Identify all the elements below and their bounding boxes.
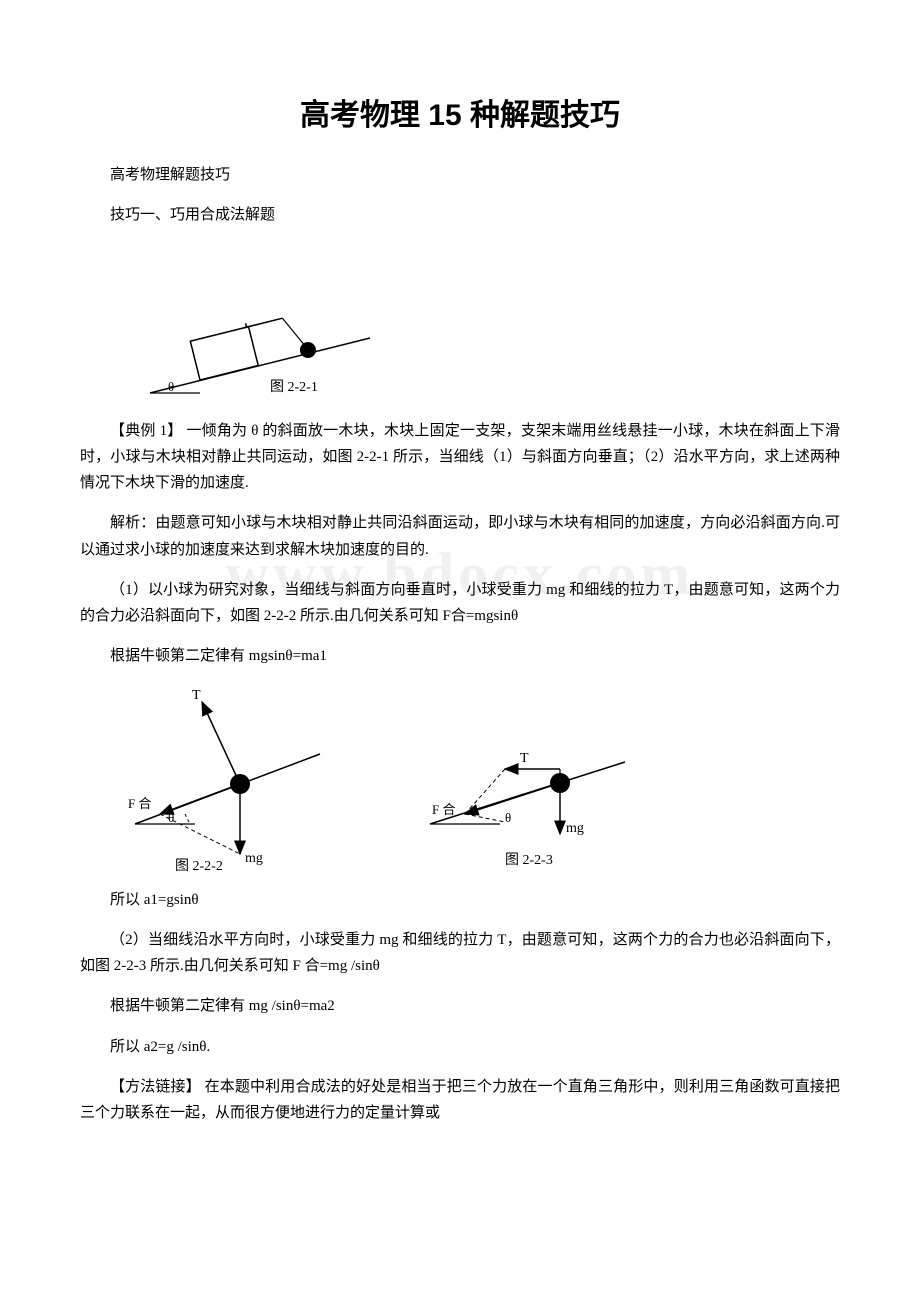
figure-caption: 图 2-2-2 bbox=[175, 859, 223, 874]
paragraph: 高考物理解题技巧 bbox=[80, 162, 840, 188]
figure-caption: 图 2-2-3 bbox=[505, 853, 553, 868]
figure-2-2-3: T mg F 合 θ 图 2-2-3 bbox=[410, 714, 640, 879]
t-label: T bbox=[520, 751, 529, 766]
mg-label: mg bbox=[566, 821, 584, 836]
theta-label: θ bbox=[505, 810, 511, 825]
figure-caption: 图 2-2-1 bbox=[270, 380, 318, 395]
paragraph: 【典例 1】 一倾角为 θ 的斜面放一木块，木块上固定一支架，支架末端用丝线悬挂… bbox=[80, 418, 840, 497]
paragraph: （1）以小球为研究对象，当细线与斜面方向垂直时，小球受重力 mg 和细线的拉力 … bbox=[80, 577, 840, 630]
theta-label: θ bbox=[168, 379, 174, 394]
paragraph: 根据牛顿第二定律有 mgsinθ=ma1 bbox=[80, 643, 840, 669]
paragraph: （2）当细线沿水平方向时，小球受重力 mg 和细线的拉力 T，由题意可知，这两个… bbox=[80, 927, 840, 980]
paragraph: 根据牛顿第二定律有 mg /sinθ=ma2 bbox=[80, 993, 840, 1019]
paragraph: 所以 a1=gsinθ bbox=[80, 887, 840, 913]
figure-2-2-1: θ 图 2-2-1 bbox=[140, 243, 840, 408]
f-label: F 合 bbox=[128, 796, 151, 811]
f-label: F 合 bbox=[432, 802, 455, 817]
theta-label: θ bbox=[168, 810, 174, 825]
paragraph: 解析：由题意可知小球与木块相对静止共同沿斜面运动，即小球与木块有相同的加速度，方… bbox=[80, 510, 840, 563]
paragraph: 技巧一、巧用合成法解题 bbox=[80, 202, 840, 228]
page-title: 高考物理 15 种解题技巧 bbox=[80, 90, 840, 134]
paragraph: 【方法链接】 在本题中利用合成法的好处是相当于把三个力放在一个直角三角形中，则利… bbox=[80, 1074, 840, 1127]
figure-2-2-2: T mg F 合 θ 图 2-2-2 bbox=[120, 684, 330, 879]
t-label: T bbox=[192, 688, 201, 703]
mg-label: mg bbox=[245, 851, 263, 866]
paragraph: 所以 a2=g /sinθ. bbox=[80, 1034, 840, 1060]
